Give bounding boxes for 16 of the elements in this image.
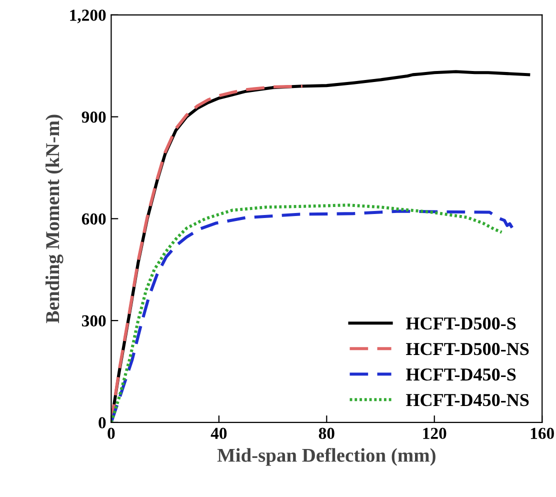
y-tick-label: 1,200 [70,10,106,24]
y-tick-label: 600 [82,213,106,225]
x-tick-label: 80 [318,428,334,440]
legend-label: HCFT-D500-NS [406,342,529,356]
x-axis-title: Mid-span Deflection (mm) [217,448,436,466]
x-tick-label: 40 [210,428,227,440]
legend-label: HCFT-D450-S [406,368,516,381]
y-axis-title: Bending Moment (kN-m) [46,114,64,324]
legend-label: HCFT-D500-S [406,317,516,330]
y-tick-label: 900 [82,111,106,123]
y-tick-label: 0 [98,417,106,428]
x-tick-label: 120 [423,428,446,440]
legend-label: HCFT-D450-NS [406,394,529,406]
x-tick-label: 160 [530,428,554,440]
y-tick-label: 300 [82,315,106,327]
x-tick-label: 0 [108,428,115,440]
